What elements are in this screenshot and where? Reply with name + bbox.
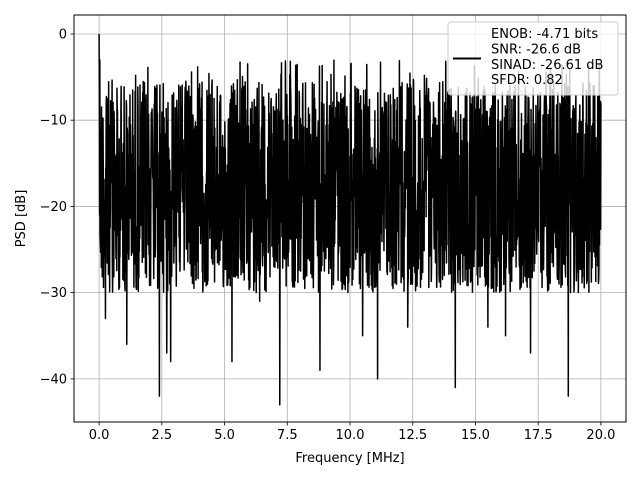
y-tick-label: −30 <box>40 286 67 301</box>
x-tick-label: 2.5 <box>151 428 172 443</box>
x-tick-label: 0.0 <box>89 428 110 443</box>
series-line <box>98 33 602 406</box>
legend-entry-line: ENOB: -4.71 bits <box>491 27 598 42</box>
y-tick-label: 0 <box>59 27 67 42</box>
x-axis: 0.0 2.5 5.0 7.5 10.0 12.5 15.0 17.5 20.0 <box>89 422 615 443</box>
x-tick-label: 12.5 <box>398 428 427 443</box>
y-tick-label: −10 <box>40 114 67 129</box>
y-axis-label: PSD [dB] <box>14 190 29 248</box>
y-axis: 0 −10 −20 −30 −40 <box>40 27 74 387</box>
x-axis-label: Frequency [MHz] <box>295 451 404 466</box>
legend-entry-line: SFDR: 0.82 <box>491 73 563 88</box>
y-tick-label: −40 <box>40 372 67 387</box>
x-tick-label: 7.5 <box>277 428 298 443</box>
x-tick-label: 5.0 <box>214 428 235 443</box>
legend-entry-line: SINAD: -26.61 dB <box>491 58 603 73</box>
psd-line <box>98 33 602 406</box>
legend-entry-line: SNR: -26.6 dB <box>491 42 581 57</box>
x-tick-label: 17.5 <box>524 428 553 443</box>
y-tick-label: −20 <box>40 200 67 215</box>
x-tick-label: 20.0 <box>586 428 615 443</box>
legend-box <box>447 21 619 96</box>
x-tick-label: 10.0 <box>336 428 365 443</box>
x-tick-label: 15.0 <box>461 428 490 443</box>
